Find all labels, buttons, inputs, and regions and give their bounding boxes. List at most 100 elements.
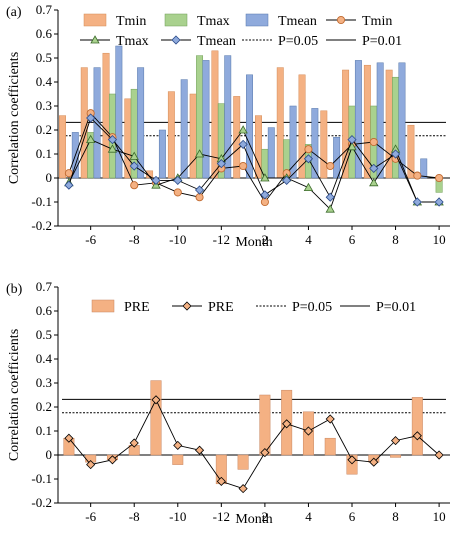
bar-tmean-7 — [224, 55, 232, 179]
legend-swatch-1 — [164, 13, 188, 27]
bar-tmean-5 — [180, 79, 188, 179]
y-tick-label: 0.6 — [36, 303, 53, 318]
legend-label-6: P=0.05 — [278, 34, 318, 49]
legend-swatch-0 — [83, 13, 107, 27]
point-tmax-1 — [85, 134, 96, 143]
point-tmin-3 — [130, 181, 139, 190]
bar-tmin-11 — [298, 74, 306, 179]
y-tick-label: -0.2 — [31, 218, 52, 233]
bar-tmean-8 — [246, 74, 253, 179]
point-tmean-16 — [412, 197, 422, 207]
point-tmean-5 — [173, 175, 183, 185]
line-tmax — [68, 129, 440, 211]
x-tick-label: -6 — [85, 232, 96, 247]
y-tick-label: 0 — [46, 447, 53, 462]
bar-pre-13 — [346, 454, 358, 475]
y-tick-label: 0.3 — [36, 375, 52, 390]
point-tmax-12 — [325, 204, 335, 213]
point-tmax-9 — [260, 173, 270, 182]
point-tmin-8 — [239, 161, 248, 171]
bar-tmin-16 — [407, 124, 415, 179]
point-pre-11 — [303, 426, 314, 436]
point-pre-15 — [390, 436, 401, 446]
x-tick-label: 4 — [305, 509, 312, 524]
point-tmean-10 — [282, 175, 292, 185]
point-pre-13 — [347, 455, 357, 465]
bar-pre-12 — [324, 437, 336, 456]
point-tmin-6 — [195, 193, 204, 202]
point-pre-3 — [129, 438, 139, 448]
legend-label-3: P=0.01 — [376, 300, 416, 315]
y-tick-label: 0.7 — [36, 2, 53, 17]
legend-swatch-2 — [245, 13, 269, 27]
bar-tmean-4 — [158, 129, 166, 179]
legend-label-0: Tmin — [116, 14, 146, 29]
y-tick-label: -0.2 — [31, 495, 52, 510]
line-tmean — [68, 117, 440, 203]
y-tick-label: 0.4 — [36, 351, 53, 366]
bar-tmin-6 — [189, 93, 197, 179]
point-pre-2 — [107, 455, 118, 465]
legend-label-4: Tmax — [116, 34, 149, 49]
point-tmax-3 — [129, 151, 139, 160]
y-tick-label: 0.7 — [36, 279, 53, 294]
bar-tmin-12 — [320, 110, 328, 179]
point-tmean-1 — [86, 113, 96, 123]
y-tick-label: 0.3 — [36, 98, 52, 113]
legend-label-1: PRE — [208, 300, 234, 315]
x-tick-label: 4 — [305, 232, 312, 247]
bar-tmin-10 — [276, 67, 284, 179]
point-pre-14 — [369, 457, 379, 467]
point-pre-16 — [412, 431, 422, 441]
bar-tmin-7 — [211, 50, 219, 179]
legend-label-2: Tmean — [278, 14, 317, 29]
bar-tmax-6 — [196, 55, 204, 179]
bar-tmin-9 — [255, 115, 262, 179]
bar-pre-5 — [172, 454, 184, 465]
point-tmin-0 — [64, 169, 73, 178]
point-pre-10 — [282, 419, 292, 429]
y-tick-label: 0.1 — [36, 146, 52, 161]
bar-tmean-6 — [202, 60, 210, 179]
legend-label-5: Tmean — [197, 34, 236, 49]
point-tmin-5 — [173, 188, 182, 197]
point-pre-5 — [173, 440, 183, 450]
bar-tmean-1 — [93, 67, 101, 179]
legend-marker-3 — [336, 15, 346, 25]
point-pre-9 — [260, 448, 270, 458]
y-tick-label: -0.1 — [31, 471, 52, 486]
bar-tmean-15 — [398, 62, 406, 179]
bar-pre-16 — [411, 397, 423, 456]
point-tmax-6 — [194, 149, 205, 158]
point-tmean-9 — [260, 190, 270, 200]
bar-tmin-2 — [102, 52, 110, 179]
bar-tmin-0 — [59, 115, 66, 179]
x-tick-label: 6 — [349, 509, 356, 524]
bar-tmean-2 — [115, 45, 123, 179]
point-pre-0 — [64, 433, 74, 443]
x-tick-label: 10 — [433, 232, 446, 247]
panel-label: (b) — [6, 282, 23, 297]
y-tick-label: 0.4 — [36, 74, 53, 89]
bar-tmean-13 — [354, 60, 362, 179]
legend-label-0: PRE — [124, 300, 150, 315]
x-tick-label: -6 — [85, 509, 96, 524]
point-pre-7 — [216, 476, 226, 486]
legend-marker-1 — [182, 301, 192, 311]
point-tmax-2 — [107, 144, 118, 153]
y-tick-label: 0.6 — [36, 26, 53, 41]
x-tick-label: 8 — [392, 232, 399, 247]
x-tick-label: 2 — [262, 232, 269, 247]
point-tmean-14 — [369, 163, 379, 173]
bar-pre-15 — [390, 454, 402, 458]
bar-tmean-16 — [420, 158, 428, 179]
point-pre-8 — [238, 484, 248, 494]
legend-label-2: P=0.05 — [292, 300, 332, 315]
point-tmean-8 — [238, 139, 248, 149]
bar-tmin-5 — [167, 91, 175, 179]
x-tick-label: -12 — [213, 232, 230, 247]
point-tmean-6 — [194, 185, 205, 195]
point-pre-1 — [86, 460, 96, 470]
point-tmean-15 — [390, 149, 401, 159]
